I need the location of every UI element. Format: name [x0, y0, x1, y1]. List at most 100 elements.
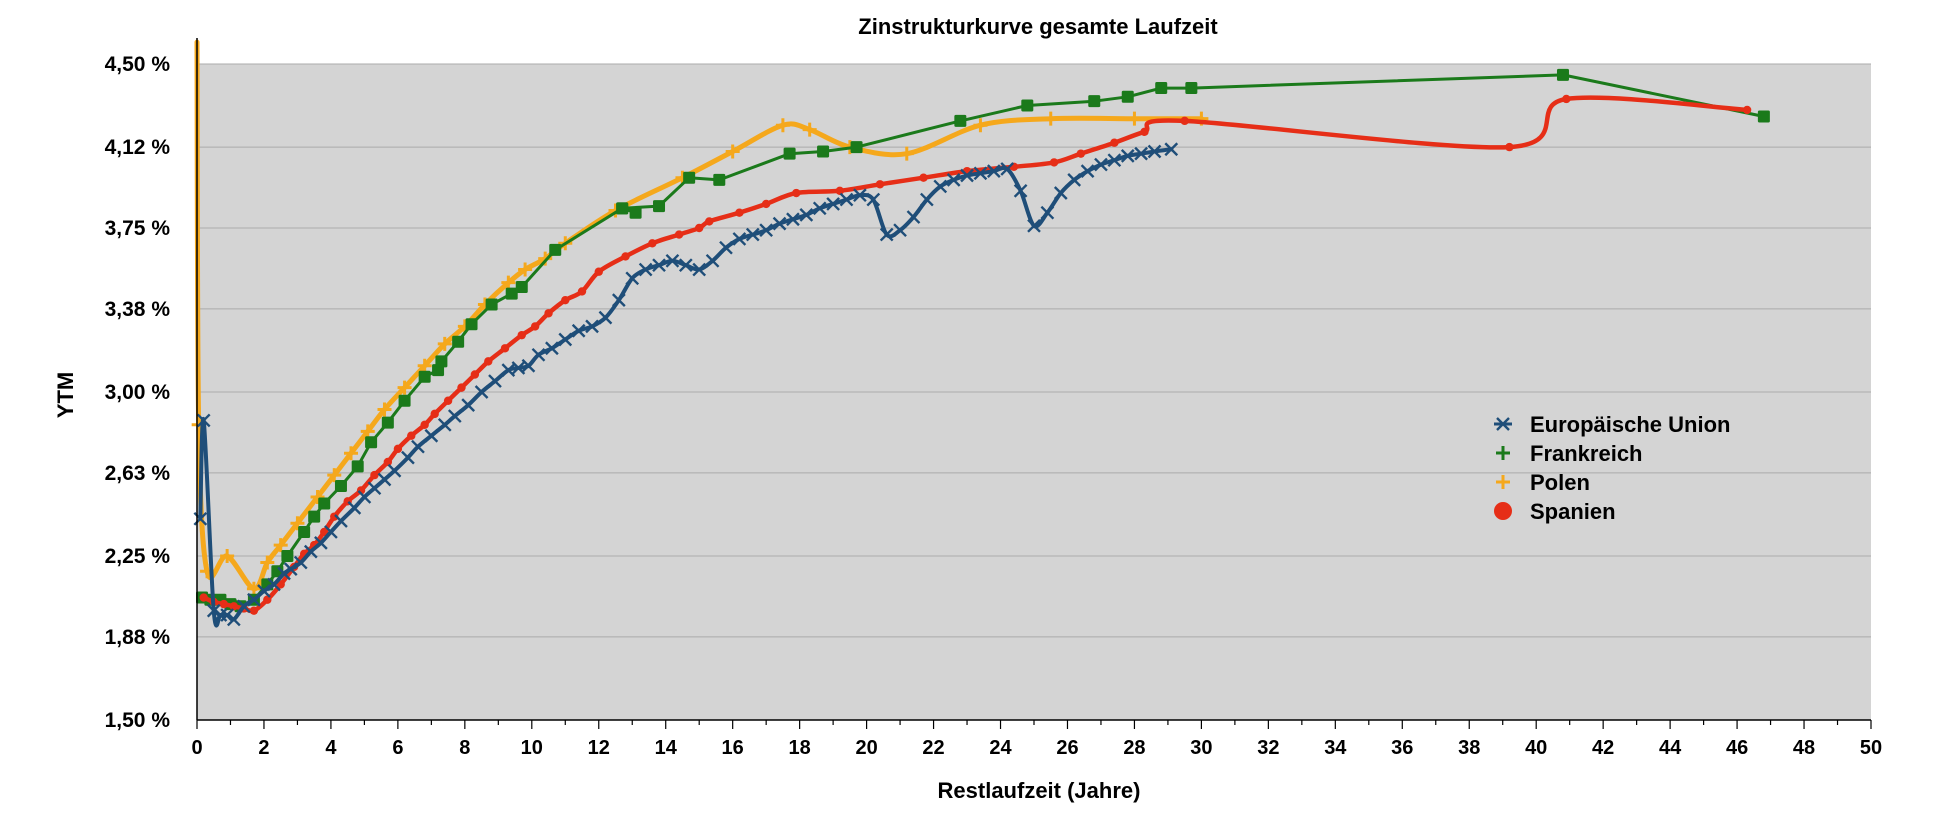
data-point: [1080, 164, 1095, 178]
series-layer: [191, 39, 1770, 628]
data-point: [308, 510, 321, 523]
x-tick-label: 42: [1592, 737, 1614, 759]
data-point: [1121, 90, 1134, 103]
data-point: [521, 358, 536, 373]
data-point: [653, 200, 666, 213]
y-axis-label: YTM: [53, 372, 78, 418]
x-tick-label: 8: [459, 737, 470, 759]
x-tick-label: 34: [1324, 737, 1347, 759]
data-point: [799, 208, 814, 222]
data-point: [549, 243, 562, 256]
data-point: [452, 335, 465, 348]
data-point: [906, 210, 921, 224]
data-point: [1094, 157, 1108, 172]
data-point: [220, 549, 235, 563]
x-tick-label: 48: [1793, 737, 1815, 759]
data-point: [327, 468, 342, 483]
data-point: [933, 179, 948, 194]
data-point: [611, 293, 626, 308]
data-point: [1155, 82, 1168, 95]
data-point: [1185, 82, 1198, 95]
x-tick-label: 22: [922, 737, 944, 759]
data-point: [505, 287, 518, 300]
data-point: [360, 424, 375, 439]
data-point: [835, 186, 845, 196]
data-point: [786, 212, 800, 227]
x-tick-label: 50: [1860, 737, 1882, 759]
data-point: [1134, 146, 1148, 161]
x-tick-label: 18: [789, 737, 811, 759]
data-point: [249, 606, 259, 615]
data-point: [850, 141, 863, 154]
data-point: [1040, 205, 1055, 220]
data-point: [206, 603, 221, 618]
y-tick-label: 3,75 %: [105, 217, 171, 240]
data-point: [1556, 68, 1569, 81]
data-point: [1067, 173, 1082, 187]
x-tick-label: 12: [588, 737, 610, 759]
data-point: [692, 262, 707, 277]
data-point: [705, 253, 720, 268]
data-point: [954, 114, 967, 127]
x-tick-label: 20: [855, 737, 877, 759]
data-point: [377, 402, 392, 417]
data-point: [199, 593, 208, 602]
x-tick-label: 16: [722, 737, 744, 759]
data-point: [411, 439, 425, 454]
data-point: [447, 409, 462, 423]
data-point: [407, 431, 416, 440]
data-point: [318, 497, 331, 510]
x-tick-label: 30: [1190, 737, 1212, 759]
data-point: [725, 144, 740, 159]
data-point: [839, 192, 854, 207]
y-tick-label: 3,38 %: [105, 298, 171, 321]
data-point: [1742, 105, 1752, 115]
series-frankreich: [196, 68, 1770, 613]
y-tick-label: 2,25 %: [105, 545, 171, 568]
data-point: [705, 217, 714, 226]
data-point: [424, 428, 439, 443]
legend-item-europ-ische-union: Europäische Union: [1494, 412, 1730, 437]
data-point: [919, 173, 928, 182]
data-point: [420, 420, 429, 429]
data-point: [196, 413, 211, 428]
x-tick-label: 28: [1123, 737, 1145, 759]
data-point: [879, 227, 894, 242]
data-point: [488, 374, 502, 388]
legend-marker: [1496, 475, 1510, 489]
data-point: [1076, 149, 1086, 158]
data-point: [226, 612, 241, 627]
x-tick-label: 6: [392, 737, 403, 759]
data-point: [530, 322, 540, 331]
data-point: [461, 398, 476, 412]
data-point: [381, 416, 394, 429]
y-tick-label: 4,12 %: [105, 136, 171, 159]
data-point: [470, 370, 480, 379]
x-tick-label: 10: [521, 737, 543, 759]
data-point: [674, 230, 684, 239]
data-point: [792, 188, 801, 198]
x-tick-label: 2: [258, 737, 269, 759]
data-point: [713, 173, 726, 186]
series-europ-ische-union: [193, 142, 1179, 628]
data-point: [237, 599, 251, 614]
data-point: [334, 480, 347, 493]
data-point: [324, 525, 338, 539]
data-point: [474, 385, 489, 399]
data-point: [383, 457, 393, 467]
data-point: [398, 394, 411, 407]
x-tick-label: 46: [1726, 737, 1748, 759]
data-point: [263, 595, 272, 604]
data-point: [293, 555, 308, 570]
data-point: [638, 262, 653, 277]
data-point: [629, 206, 642, 219]
data-point: [598, 310, 613, 325]
data-point: [229, 602, 239, 611]
data-point: [485, 298, 498, 311]
x-tick-label: 44: [1659, 737, 1682, 759]
data-point: [625, 271, 640, 286]
data-point: [267, 577, 281, 592]
data-point: [219, 599, 228, 609]
data-point: [283, 562, 298, 576]
data-point: [817, 145, 830, 158]
